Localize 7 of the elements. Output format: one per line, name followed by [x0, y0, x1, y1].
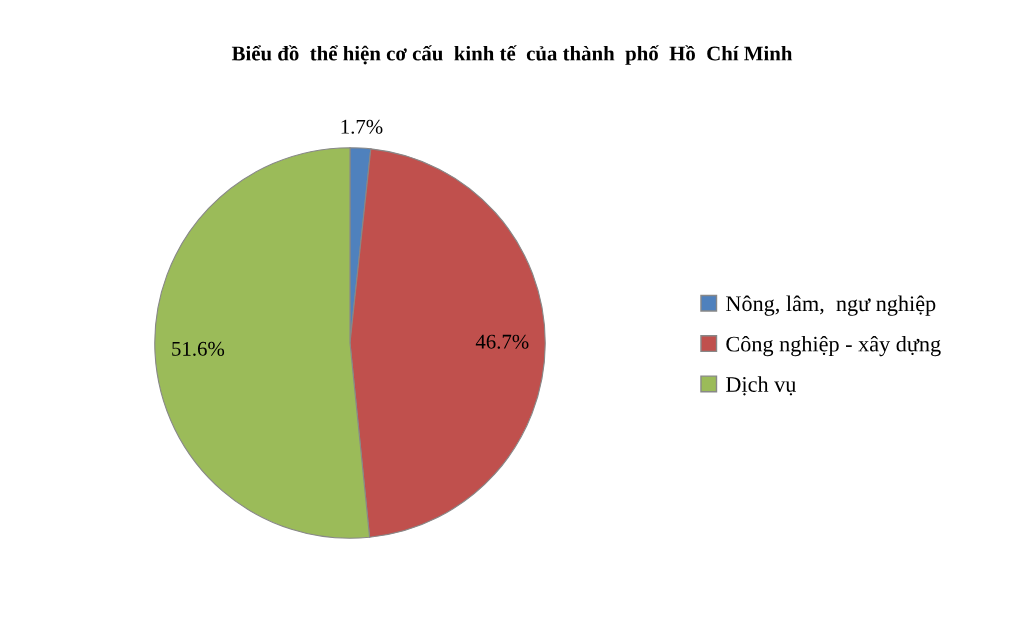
- legend-label: Nông, lâm, ngư nghiệp: [726, 295, 936, 316]
- data-label: 1.7%: [341, 119, 383, 134]
- legend-label: Dịch vụ: [726, 376, 796, 396]
- data-label: 51.6%: [172, 341, 225, 356]
- legend-label: Công nghiệp - xây dựng: [726, 335, 941, 357]
- chart-title: Biểu đồ thể hiện cơ cấu kinh tế của thành phố Hồ Chí Minh: [231, 45, 793, 65]
- data-label: 46.7%: [475, 334, 529, 349]
